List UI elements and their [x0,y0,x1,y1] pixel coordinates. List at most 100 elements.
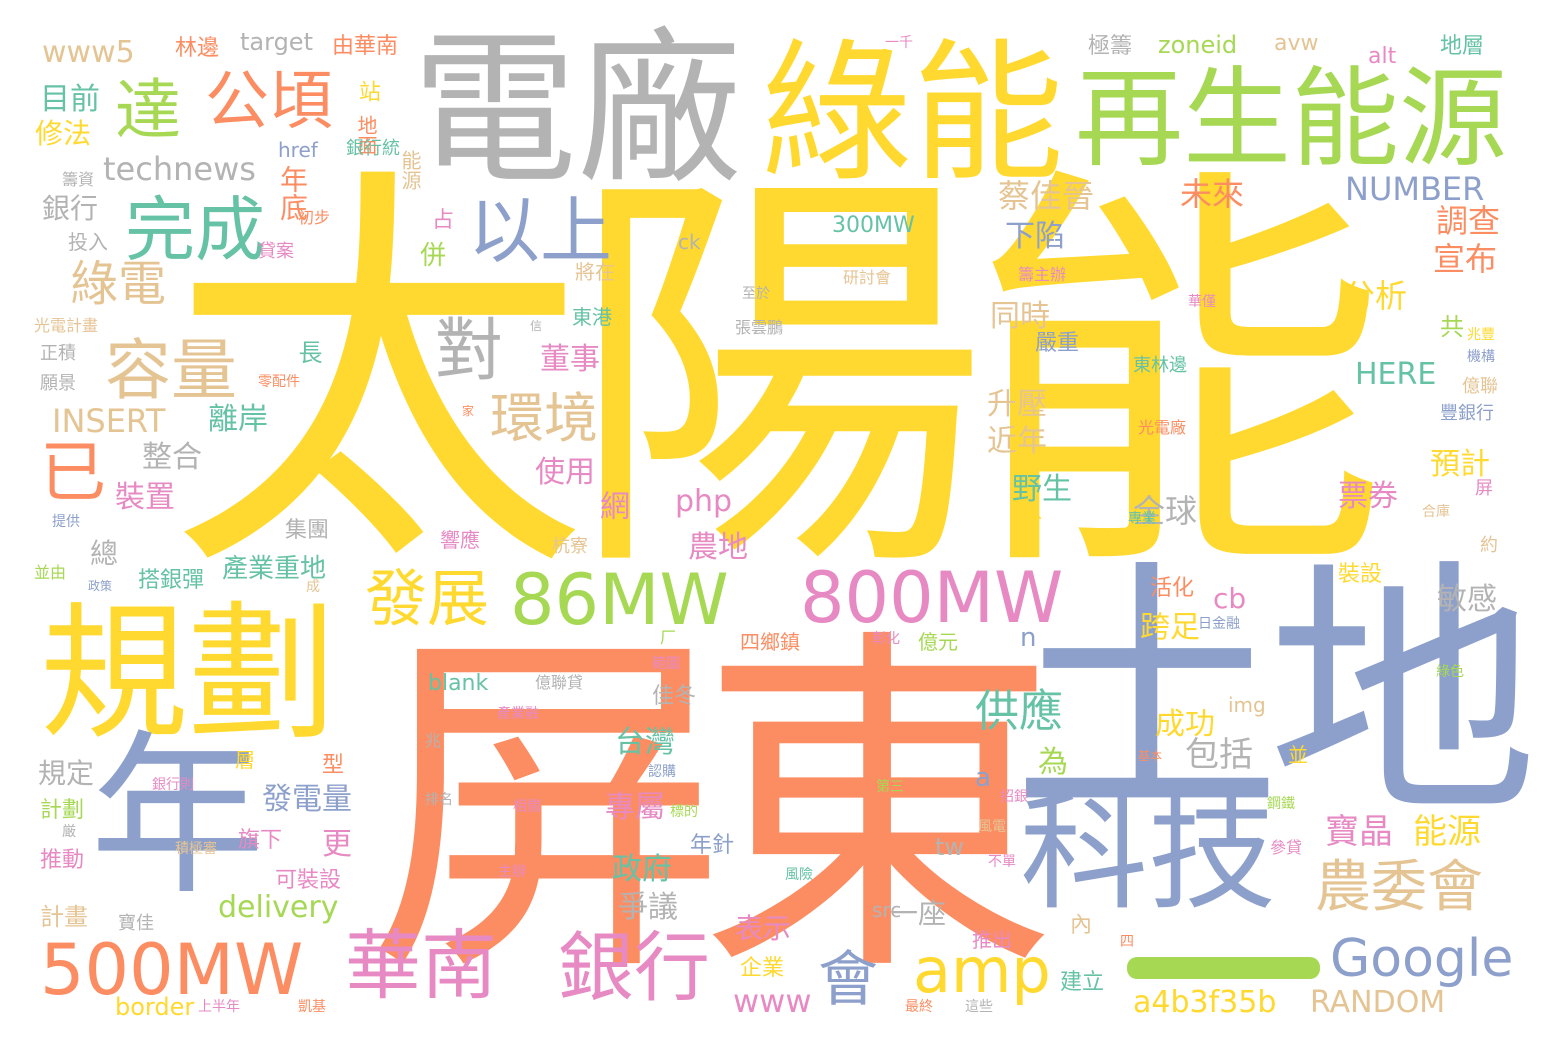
cloud-word: 光電廠 [1138,418,1187,437]
cloud-word: avw [1274,31,1319,56]
cloud-word: ck [678,230,701,254]
cloud-word: 專屬 [605,790,665,825]
cloud-word: 推動 [40,848,85,873]
cloud-word: 張雲鵬 [735,318,784,337]
cloud-word: 董事 [540,342,600,377]
cloud-word: 規定 [38,757,95,790]
cloud-word: 網 [594,490,629,520]
cloud-word: 政策 [88,579,113,593]
cloud-word: 並 [1288,743,1308,767]
cloud-word: 零配件 [258,374,300,390]
cloud-word: 最終 [905,999,933,1015]
cloud-word: NUMBER [1345,170,1485,208]
cloud-word: 土地 [1012,537,1538,852]
cloud-word: 全球 [1133,492,1198,530]
cloud-word: 整合 [142,440,202,475]
cloud-word: 環境 [490,387,598,450]
cloud-word: 基本 [1138,749,1163,763]
cloud-word: 政府 [612,852,672,887]
cloud-word: 四鄉鎮 [740,630,800,654]
cloud-word: 修法 [35,117,92,150]
cloud-word: 億聯 [1462,376,1498,397]
cloud-word: a4b3f35b [1133,985,1277,1020]
cloud-word: 家 [462,404,475,418]
cloud-word: 發電量 [262,782,352,817]
cloud-word: 總 [90,537,119,570]
cloud-word: 初步 [298,208,331,227]
cloud-word: 公頃 [205,65,333,139]
cloud-word: 企業 [740,956,785,981]
cloud-word: 更 [322,827,352,862]
cloud-word: 表示 [735,912,792,945]
cloud-word: href [278,138,318,162]
cloud-word: 再生能源 [1075,57,1508,182]
cloud-word: 銀行統 [346,138,400,159]
cloud-word: 願景 [40,373,76,394]
cloud-word: border [115,993,195,1021]
cloud-word: 台灣 [615,725,675,760]
cloud-word: 達 [115,72,181,149]
cloud-word: 研討會 [843,268,892,287]
cloud-word: 能源 [1413,812,1481,852]
cloud-word: 農地 [688,530,748,565]
cloud-word: 分析 [1343,277,1408,315]
cloud-word: 發展 [365,562,490,635]
cloud-word: 綠能 [760,25,1064,202]
cloud-word: src [872,898,902,922]
cloud-word: 四 [1120,934,1134,950]
cloud-word: 約 [1477,535,1498,553]
cloud-word: 豐銀行 [1440,403,1494,424]
cloud-word: technews [103,150,256,188]
cloud-word: 上半年 [198,999,240,1015]
cloud-word: 裝設 [1338,562,1383,587]
cloud-word: 農委會 [1315,855,1483,920]
cloud-word: 光電計畫 [34,316,99,335]
cloud-word: 銀行 [558,923,710,1012]
cloud-word: 計畫 [40,903,88,931]
cloud-word: 使用 [535,455,595,490]
cloud-word: 產業重地 [222,554,327,584]
cloud-word: Google [1330,929,1514,989]
cloud-word: 銀行則 [152,777,194,793]
cloud-word: 響應 [440,528,480,552]
cloud-word: 佳冬 [652,684,697,709]
cloud-word: 會 [818,945,878,1015]
cloud-word: blank [428,671,489,696]
cloud-word: 以上 [468,189,613,273]
cloud-word: 型 [322,753,345,778]
cloud-word: 風電 [978,819,1006,835]
cloud-word: 一座 [890,897,947,930]
cloud-word: 綠電 [70,256,167,312]
cloud-word: HERE [1355,357,1437,392]
cloud-word: 東林邊 [1133,355,1187,376]
cloud-word: 占 [432,208,455,233]
cloud-word: 不單 [988,854,1016,870]
cloud-word: n [1020,623,1037,653]
cloud-word: 成功 [1155,707,1215,742]
cloud-word: tw [935,833,965,861]
cloud-word: INSERT [52,402,166,440]
cloud-word: 正積 [40,343,76,364]
cloud-word: a [975,763,991,793]
cloud-word: 主辦 [498,864,526,880]
cloud-word: www5 [42,35,135,70]
cloud-word: 建立 [1060,970,1105,995]
cloud-word: 票券 [1338,479,1398,514]
cloud-word: 蔡佳晉 [998,177,1095,215]
cloud-word: img [1228,693,1266,717]
cloud-word: 參貸 [1270,838,1303,857]
cloud-word: 層 [235,748,255,772]
cloud-word: 嚴重 [1035,331,1080,356]
cloud-word: 屏東 [368,600,1058,1019]
cloud-word: 並由 [34,563,67,582]
cloud-word: 裝置 [115,480,175,515]
cloud-word: 華南 [345,921,497,1010]
cloud-word: 鋼鐵 [1267,796,1295,812]
cloud-word: 積極審 [175,841,217,857]
cloud-word: 機構 [1467,349,1495,365]
cloud-word: 範圍 [652,656,680,672]
cloud-word: 產業融 [497,706,539,722]
cloud-word: 成 [306,579,320,595]
cloud-word: 風險 [785,867,813,883]
